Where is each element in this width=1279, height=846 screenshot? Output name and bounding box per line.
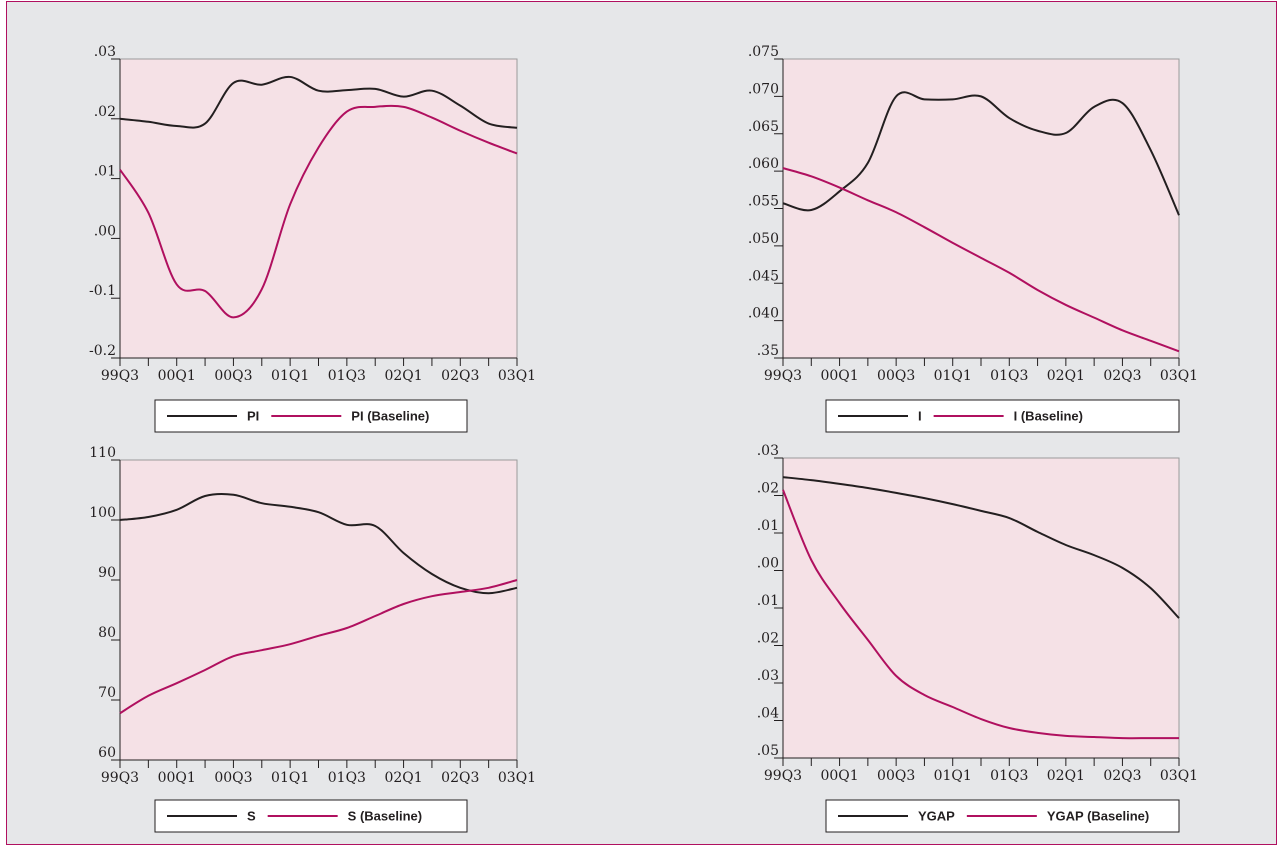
series-line (119, 75, 518, 129)
series-line (119, 104, 518, 319)
y-tick-label: -0.2 (89, 343, 116, 359)
x-tick-label: 02Q1 (384, 368, 422, 384)
legend-label: YGAP (918, 808, 955, 823)
x-tick-label: 02Q1 (1047, 368, 1085, 384)
x-tick-label: 00Q3 (877, 368, 915, 384)
series-line (119, 492, 518, 595)
plot-area (782, 58, 1180, 359)
series-line (782, 167, 1180, 353)
x-tick-label: 03Q1 (1160, 768, 1198, 784)
legend-label: I (Baseline) (1014, 408, 1083, 423)
x-tick-label: 01Q3 (328, 368, 366, 384)
x-tick-label: 02Q3 (1103, 768, 1141, 784)
x-tick-label: 02Q3 (1103, 368, 1141, 384)
y-tick-label: .01 (757, 518, 779, 534)
y-tick-label: 80 (98, 625, 116, 641)
y-tick-label: .03 (757, 443, 779, 459)
x-tick-label: 01Q1 (271, 368, 309, 384)
x-tick-label: 99Q3 (101, 770, 139, 786)
x-tick-label: 01Q1 (934, 368, 972, 384)
x-tick-label: 02Q3 (441, 770, 479, 786)
y-tick-label: .35 (757, 343, 779, 359)
legend-label: YGAP (Baseline) (1047, 808, 1149, 823)
y-tick-label: .065 (748, 119, 779, 135)
series-line (782, 476, 1180, 619)
legend-label: PI (Baseline) (351, 408, 429, 423)
x-tick-label: 00Q1 (820, 768, 858, 784)
legend-label: S (Baseline) (348, 808, 422, 823)
legend-label: PI (247, 408, 259, 423)
series-line (782, 489, 1179, 740)
y-tick-label: .04 (757, 706, 779, 722)
y-tick-label: .040 (748, 306, 779, 322)
y-tick-label: .02 (757, 631, 779, 647)
y-tick-label: .01 (757, 593, 779, 609)
y-tick-label: .03 (757, 668, 779, 684)
x-tick-label: 01Q1 (271, 770, 309, 786)
x-tick-label: 00Q3 (214, 368, 252, 384)
x-tick-label: 00Q1 (820, 368, 858, 384)
x-tick-label: 99Q3 (101, 368, 139, 384)
y-tick-label: .00 (757, 556, 779, 572)
plot-area (119, 459, 518, 761)
x-tick-label: 03Q1 (498, 368, 536, 384)
y-tick-label: .075 (748, 44, 779, 60)
legend-label: S (247, 808, 256, 823)
y-tick-label: .02 (94, 104, 116, 120)
plot-area (782, 457, 1180, 759)
y-tick-label: 70 (98, 685, 116, 701)
series-line (119, 579, 518, 715)
x-tick-label: 01Q1 (934, 768, 972, 784)
y-tick-label: 60 (98, 745, 116, 761)
x-tick-label: 02Q3 (441, 368, 479, 384)
y-tick-label: .05 (757, 743, 779, 759)
y-tick-label: .050 (748, 231, 779, 247)
x-tick-label: 02Q1 (1047, 768, 1085, 784)
y-tick-label: .060 (748, 156, 779, 172)
y-tick-label: .045 (748, 268, 779, 284)
y-tick-label: .01 (94, 164, 116, 180)
y-tick-label: .055 (748, 194, 779, 210)
x-tick-label: 03Q1 (1160, 368, 1198, 384)
x-tick-label: 01Q3 (990, 768, 1028, 784)
y-tick-label: .070 (748, 81, 779, 97)
x-tick-label: 01Q3 (990, 368, 1028, 384)
x-tick-label: 00Q1 (158, 368, 196, 384)
legend-label: I (918, 408, 922, 423)
y-tick-label: -0.1 (89, 283, 116, 299)
x-tick-label: 99Q3 (764, 768, 802, 784)
x-tick-label: 00Q3 (214, 770, 252, 786)
y-tick-label: .02 (757, 481, 779, 497)
plot-area (119, 58, 518, 359)
y-tick-label: .00 (94, 223, 116, 239)
y-tick-label: .03 (94, 44, 116, 60)
x-tick-label: 99Q3 (764, 368, 802, 384)
x-tick-label: 03Q1 (498, 770, 536, 786)
x-tick-label: 02Q1 (384, 770, 422, 786)
x-tick-label: 01Q3 (328, 770, 366, 786)
x-tick-label: 00Q1 (158, 770, 196, 786)
y-tick-label: 100 (89, 505, 116, 521)
y-tick-label: 110 (89, 445, 116, 461)
y-tick-label: 90 (98, 565, 116, 581)
x-tick-label: 00Q3 (877, 768, 915, 784)
series-line (782, 91, 1180, 216)
